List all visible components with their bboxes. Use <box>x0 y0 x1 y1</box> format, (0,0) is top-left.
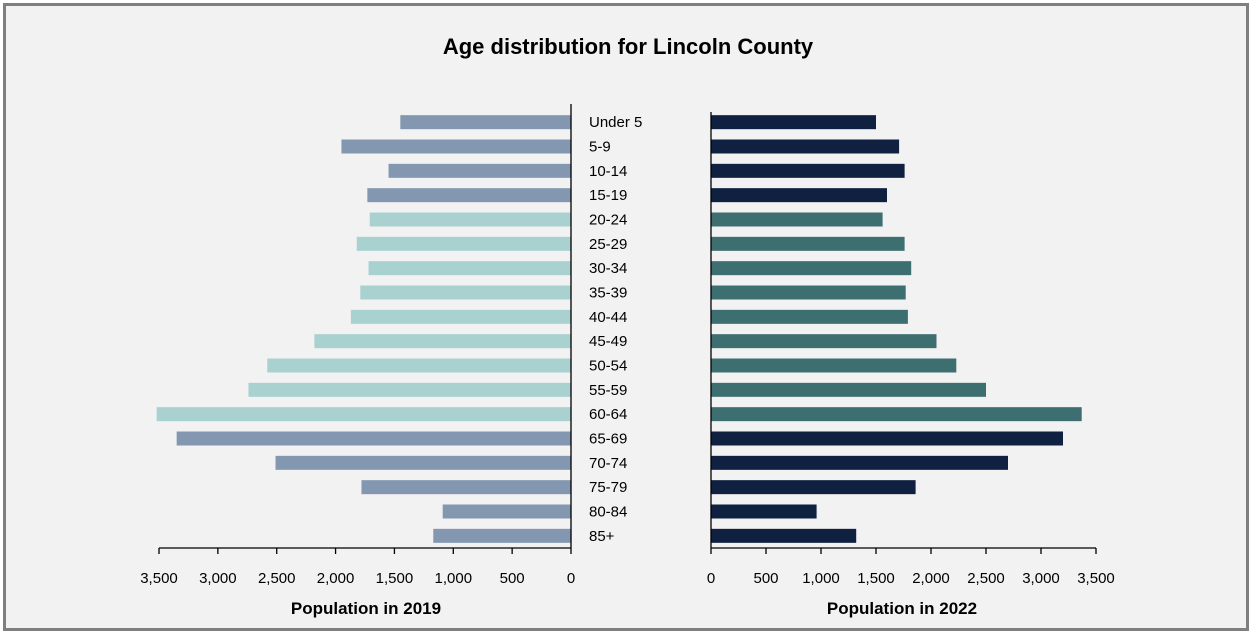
bar-2022-40-44 <box>711 309 908 324</box>
bar-2022-15-19 <box>711 188 887 203</box>
bar-2019-under-5 <box>400 115 571 130</box>
bar-2019-85 <box>433 528 571 543</box>
right-x-tick-label: 1,000 <box>802 570 840 587</box>
bar-2022-45-49 <box>711 334 937 349</box>
age-label-25-29: 25-29 <box>589 236 627 253</box>
bar-2019-20-24 <box>369 212 571 227</box>
right-x-tick-label: 2,500 <box>967 570 1005 587</box>
age-group-labels: Under 5 5-9 10-14 15-19 20-24 25-29 30-34 35-39… <box>589 114 642 545</box>
age-label-20-24: 20-24 <box>589 212 627 229</box>
bar-2022-30-34 <box>711 261 912 276</box>
bar-2019-5-9 <box>341 139 571 154</box>
age-label-55-59: 55-59 <box>589 382 627 399</box>
age-label-80-84: 80-84 <box>589 504 627 521</box>
bar-2019-80-84 <box>442 504 571 519</box>
bar-2019-45-49 <box>314 334 571 349</box>
age-label-40-44: 40-44 <box>589 309 627 326</box>
age-label-30-34: 30-34 <box>589 260 627 277</box>
age-label-5-9: 5-9 <box>589 139 611 156</box>
axes: 3,500 3,000 2,500 2,000 1,500 1,000 500 0 0 500 1,… <box>140 104 1115 587</box>
left-bars-2019 <box>156 115 571 543</box>
bar-2022-85 <box>711 528 857 543</box>
left-x-tick-label: 1,500 <box>376 570 414 587</box>
bar-2019-55-59 <box>248 382 571 397</box>
bar-2022-80-84 <box>711 504 817 519</box>
age-label-70-74: 70-74 <box>589 455 627 472</box>
bar-2022-35-39 <box>711 285 906 300</box>
right-x-tick-label: 2,000 <box>912 570 950 587</box>
left-x-tick-label: 1,000 <box>435 570 473 587</box>
chart-frame <box>3 3 1249 631</box>
age-label-75-79: 75-79 <box>589 479 627 496</box>
bar-2022-5-9 <box>711 139 900 154</box>
bar-2022-70-74 <box>711 455 1008 470</box>
left-x-tick-label: 0 <box>567 570 575 587</box>
right-x-tick-label: 3,500 <box>1077 570 1115 587</box>
bar-2019-65-69 <box>176 431 571 446</box>
bar-2019-10-14 <box>388 163 571 178</box>
age-label-50-54: 50-54 <box>589 358 627 375</box>
right-bars-2022 <box>711 115 1082 543</box>
bar-2022-75-79 <box>711 480 916 495</box>
bar-2019-75-79 <box>361 480 571 495</box>
age-label-65-69: 65-69 <box>589 431 627 448</box>
right-x-axis-title: Population in 2022 <box>827 599 977 618</box>
bar-2019-60-64 <box>156 407 571 422</box>
bar-2019-40-44 <box>350 309 571 324</box>
chart-title: Age distribution for Lincoln County <box>443 34 814 59</box>
right-x-tick-label: 3,000 <box>1022 570 1060 587</box>
bar-2022-20-24 <box>711 212 883 227</box>
bar-2022-65-69 <box>711 431 1063 446</box>
bar-2022-10-14 <box>711 163 905 178</box>
left-x-tick-label: 3,500 <box>140 570 178 587</box>
age-label-60-64: 60-64 <box>589 406 627 423</box>
bar-2019-30-34 <box>368 261 571 276</box>
left-x-tick-label: 500 <box>500 570 525 587</box>
age-label-85: 85+ <box>589 528 615 545</box>
left-x-tick-label: 3,000 <box>199 570 237 587</box>
bar-2019-50-54 <box>267 358 571 373</box>
age-label-10-14: 10-14 <box>589 163 627 180</box>
right-x-tick-label: 1,500 <box>857 570 895 587</box>
age-label-under-5: Under 5 <box>589 114 642 131</box>
right-x-tick-label: 0 <box>707 570 715 587</box>
left-x-tick-label: 2,000 <box>317 570 355 587</box>
bar-2022-25-29 <box>711 236 905 251</box>
left-x-axis-title: Population in 2019 <box>291 599 441 618</box>
age-label-15-19: 15-19 <box>589 187 627 204</box>
bar-2019-15-19 <box>367 188 571 203</box>
bar-2022-under-5 <box>711 115 876 130</box>
bar-2022-55-59 <box>711 382 986 397</box>
bar-2019-70-74 <box>275 455 571 470</box>
bar-2022-50-54 <box>711 358 957 373</box>
right-x-tick-label: 500 <box>753 570 778 587</box>
left-x-tick-label: 2,500 <box>258 570 296 587</box>
age-label-45-49: 45-49 <box>589 333 627 350</box>
bar-2019-25-29 <box>356 236 571 251</box>
bar-2019-35-39 <box>360 285 571 300</box>
bar-2022-60-64 <box>711 407 1082 422</box>
age-label-35-39: 35-39 <box>589 285 627 302</box>
